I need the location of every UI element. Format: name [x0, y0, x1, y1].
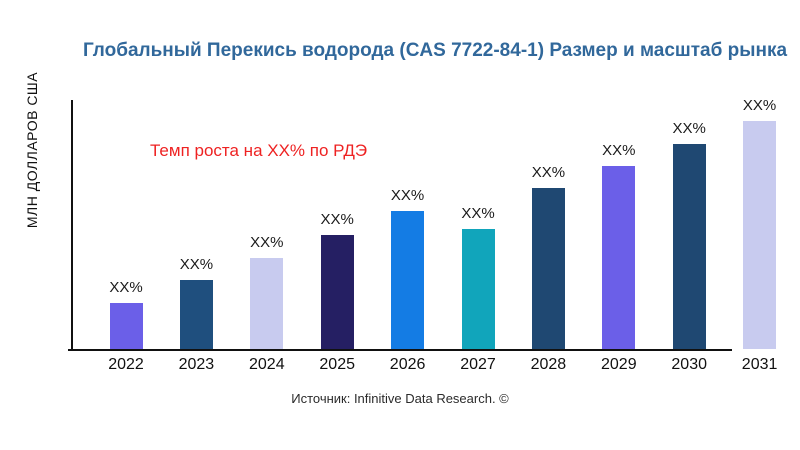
bar-2030: [672, 144, 706, 349]
bar-value-label-2024: XX%: [250, 234, 284, 251]
x-tick-label-2025: 2025: [319, 356, 355, 373]
x-tick-label-2022: 2022: [108, 356, 144, 373]
bar-2023: [179, 280, 213, 349]
bar-2031: [743, 121, 777, 349]
bar-value-label-2030: XX%: [672, 120, 706, 137]
bar-value-label-2029: XX%: [602, 142, 636, 159]
bar-value-label-2022: XX%: [109, 279, 143, 296]
y-axis-label: МЛН ДОЛЛАРОВ США: [24, 71, 40, 229]
bar-2024: [250, 258, 284, 349]
bar-value-label-2027: XX%: [461, 205, 495, 222]
bar-2022: [109, 303, 143, 349]
bar-2026: [391, 211, 425, 349]
growth-rate-annotation: Темп роста на XX% по РДЭ: [150, 141, 368, 160]
x-tick-label-2030: 2030: [671, 356, 707, 373]
x-tick-label-2023: 2023: [178, 356, 215, 373]
bar-2025: [320, 235, 354, 349]
bar-value-label-2023: XX%: [179, 256, 214, 273]
chart-title: Глобальный Перекись водорода (CAS 7722-8…: [82, 40, 788, 61]
bar-2028: [531, 188, 565, 349]
bar-value-label-2031: XX%: [742, 97, 777, 114]
x-tick-label-2027: 2027: [460, 356, 496, 373]
bar-value-label-2025: XX%: [320, 211, 354, 228]
bar-2029: [602, 166, 636, 349]
x-tick-label-2031: 2031: [741, 356, 778, 373]
bar-2027: [461, 229, 495, 349]
x-tick-label-2026: 2026: [389, 356, 426, 373]
bar-value-label-2028: XX%: [531, 164, 566, 181]
x-tick-label-2028: 2028: [530, 356, 567, 373]
x-tick-label-2029: 2029: [601, 356, 637, 373]
x-tick-label-2024: 2024: [249, 356, 285, 373]
source-caption: Источник: Infinitive Data Research. ©: [291, 391, 509, 406]
y-axis-line: [71, 100, 73, 350]
bar-value-label-2026: XX%: [390, 187, 425, 204]
x-axis-line: [68, 349, 732, 351]
